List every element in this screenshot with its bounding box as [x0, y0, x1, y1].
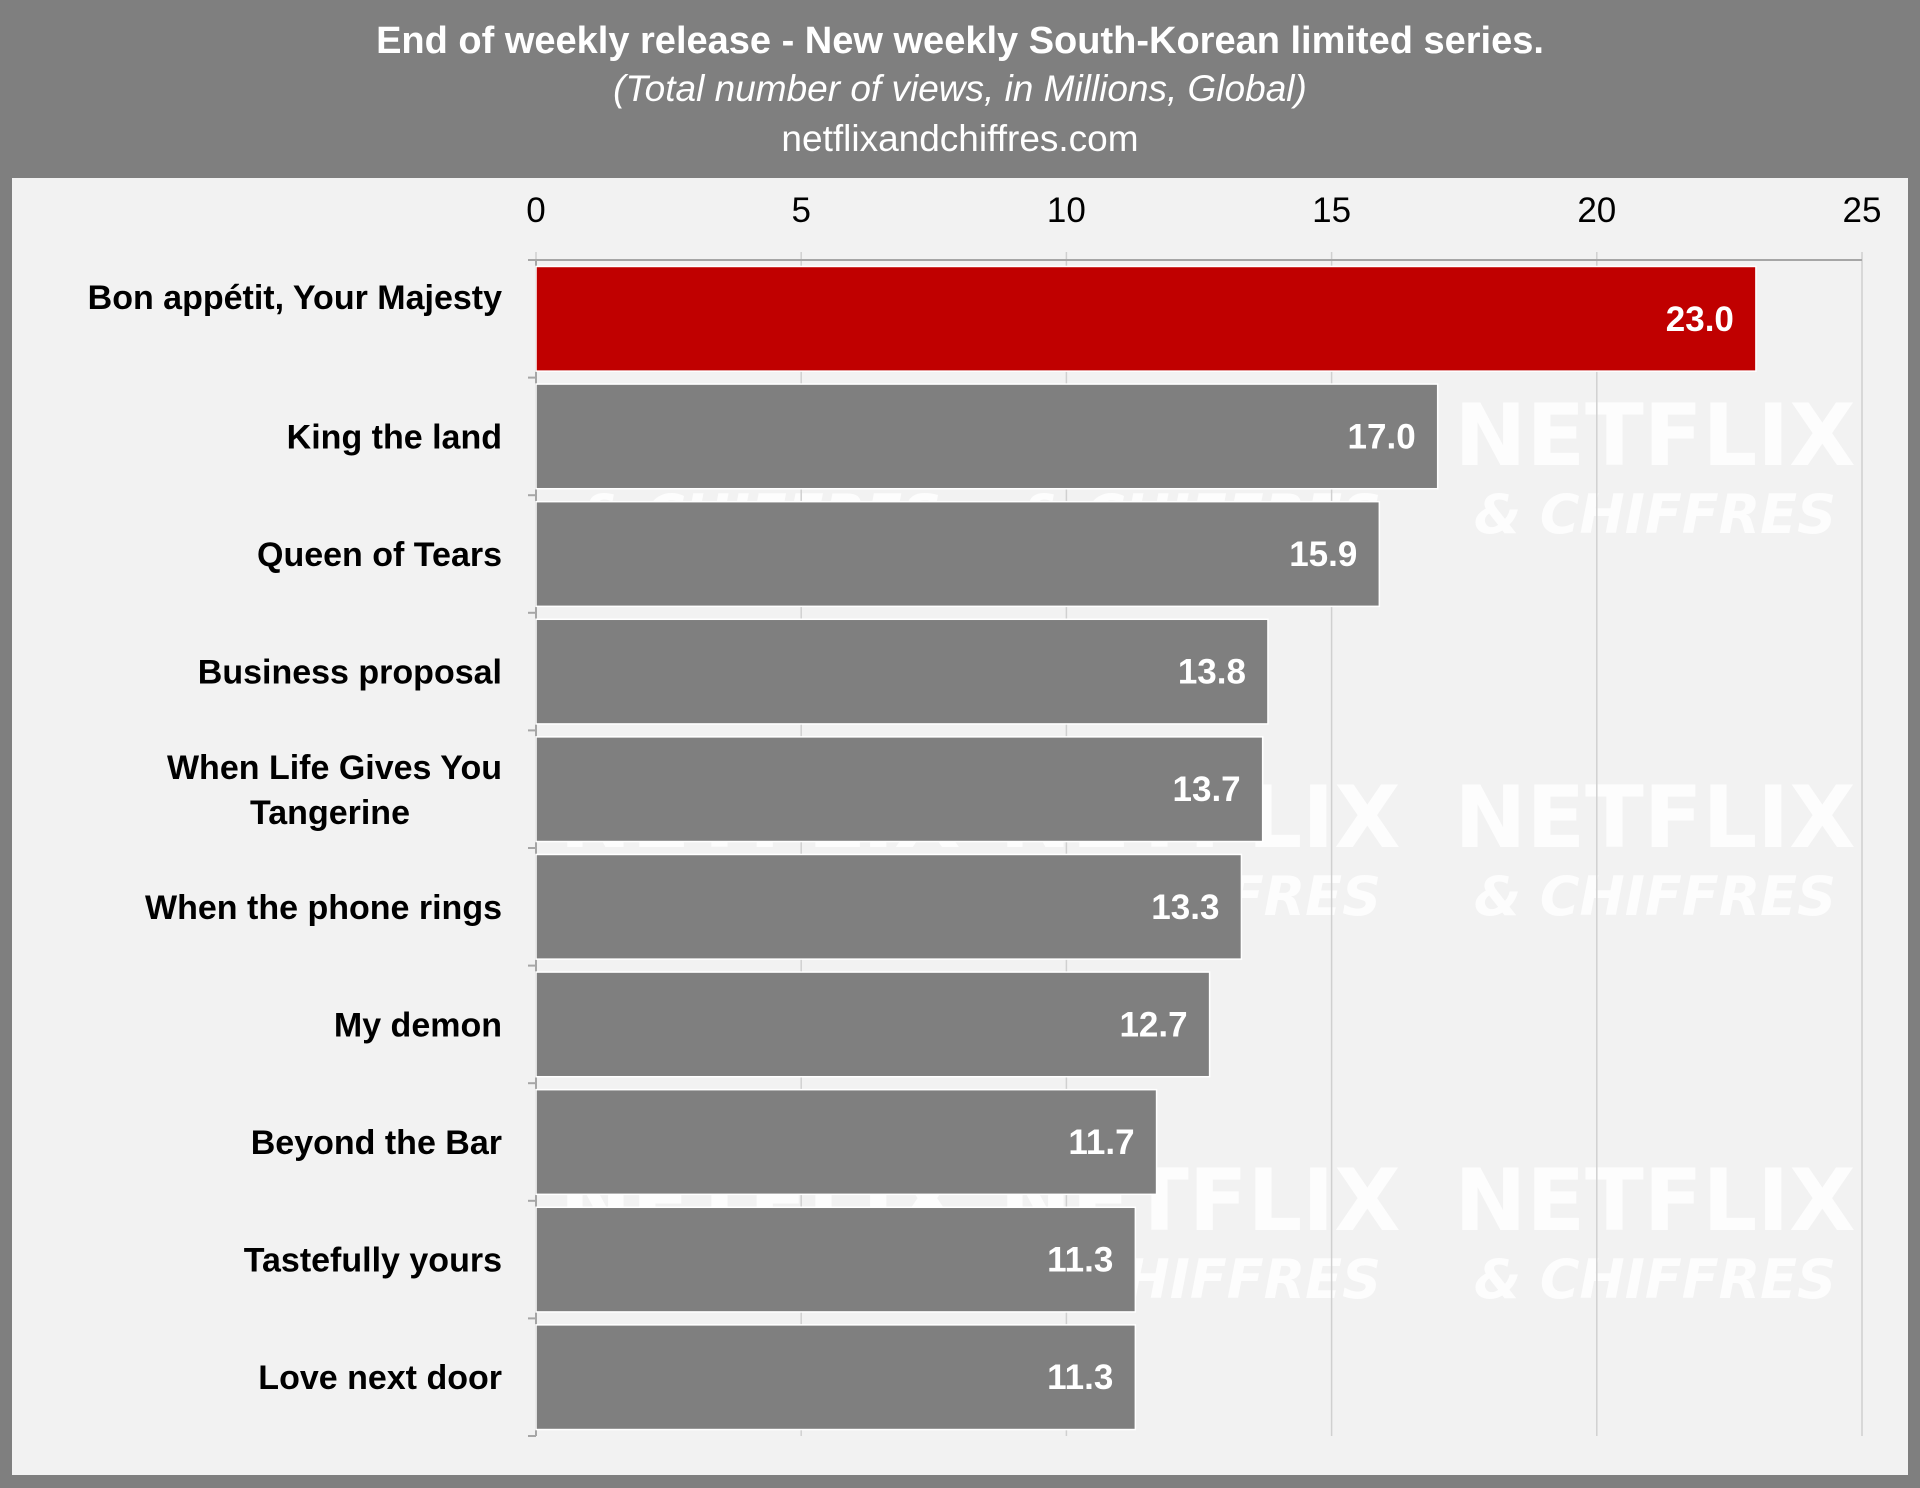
- watermark-netflix: NETFLIX: [1454, 768, 1855, 868]
- category-label: Love next door: [258, 1359, 502, 1397]
- bar: [535, 618, 1269, 725]
- data-label: 13.7: [1173, 770, 1241, 809]
- bar: [535, 383, 1439, 490]
- data-label: 13.3: [1151, 888, 1219, 927]
- bar: [535, 500, 1381, 608]
- category-label: Bon appétit, Your Majesty: [88, 279, 502, 317]
- data-label: 11.3: [1047, 1358, 1113, 1397]
- chart-title: End of weekly release - New weekly South…: [376, 20, 1544, 62]
- bar: [535, 853, 1243, 960]
- x-tick-label: 10: [1047, 191, 1086, 230]
- x-tick-label: 20: [1577, 191, 1616, 230]
- bar: [535, 1324, 1137, 1431]
- x-tick-label: 15: [1312, 191, 1351, 230]
- category-label: Queen of Tears: [257, 536, 502, 574]
- category-label: When Life Gives You Tangerine: [167, 749, 502, 832]
- watermark-chiffres: & CHIFFRES: [1474, 865, 1836, 928]
- watermark-netflix: NETFLIX: [1454, 386, 1855, 486]
- category-label: King the land: [287, 418, 502, 456]
- category-label: When the phone rings: [145, 889, 502, 927]
- watermark-chiffres: & CHIFFRES: [1474, 1248, 1836, 1311]
- data-label: 17.0: [1348, 417, 1416, 456]
- category-label: Beyond the Bar: [251, 1124, 502, 1162]
- bar: [535, 265, 1757, 372]
- watermark-netflix: NETFLIX: [1454, 1151, 1855, 1251]
- chart-header: End of weekly release - New weekly South…: [0, 0, 1920, 178]
- x-tick-label: 5: [791, 191, 810, 230]
- data-label: 15.9: [1289, 535, 1357, 574]
- chart-source: netflixandchiffres.com: [781, 118, 1139, 159]
- category-label: Business proposal: [198, 654, 502, 692]
- data-label: 13.8: [1178, 653, 1246, 692]
- bar: [535, 971, 1211, 1078]
- data-label: 12.7: [1119, 1005, 1187, 1044]
- data-label: 11.3: [1047, 1241, 1113, 1280]
- bar: [535, 1206, 1137, 1313]
- x-tick-label: 25: [1843, 191, 1882, 230]
- category-label: My demon: [334, 1006, 502, 1044]
- data-label: 11.7: [1068, 1123, 1134, 1162]
- category-label: Tastefully yours: [244, 1242, 502, 1280]
- watermark-chiffres: & CHIFFRES: [1474, 483, 1836, 546]
- bar: [535, 1088, 1158, 1196]
- data-label: 23.0: [1666, 300, 1734, 339]
- chart-subtitle: (Total number of views, in Millions, Glo…: [613, 68, 1307, 109]
- x-tick-label: 0: [526, 191, 545, 230]
- bar: [535, 736, 1264, 843]
